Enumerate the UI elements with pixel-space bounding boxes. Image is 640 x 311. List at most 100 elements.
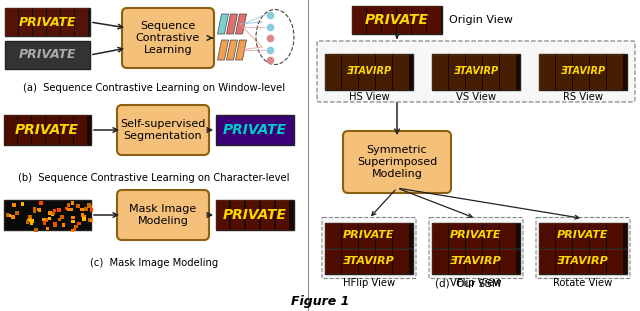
Bar: [5, 8, 18, 36]
Bar: [376, 53, 392, 90]
Bar: [352, 6, 366, 34]
Text: PRIVATE: PRIVATE: [15, 123, 79, 137]
Bar: [61, 8, 74, 36]
Text: Mask Image
Modeling: Mask Image Modeling: [129, 204, 196, 226]
Bar: [432, 222, 448, 248]
Text: ƎTAVIRP: ƎTAVIRP: [346, 67, 392, 77]
Polygon shape: [227, 40, 237, 60]
Bar: [70, 208, 74, 211]
Bar: [449, 222, 465, 248]
Text: ƎTAVIRP: ƎTAVIRP: [450, 256, 502, 266]
FancyBboxPatch shape: [122, 8, 214, 68]
Bar: [216, 200, 229, 230]
Bar: [71, 229, 74, 232]
Bar: [43, 221, 47, 225]
Bar: [352, 6, 442, 34]
Text: HFlip View: HFlip View: [343, 278, 395, 289]
Bar: [74, 115, 87, 145]
Bar: [71, 216, 75, 219]
Text: (b)  Sequence Contrastive Learning on Character-level: (b) Sequence Contrastive Learning on Cha…: [19, 173, 290, 183]
Text: ƎTAVIRP: ƎTAVIRP: [453, 67, 499, 77]
Polygon shape: [227, 14, 237, 34]
Text: Rotate View: Rotate View: [554, 278, 612, 289]
Bar: [466, 222, 482, 248]
Bar: [42, 218, 46, 221]
Bar: [65, 207, 68, 210]
Bar: [359, 248, 375, 273]
Bar: [73, 228, 76, 231]
Text: ƎTAVIRP: ƎTAVIRP: [561, 67, 605, 77]
Bar: [246, 200, 259, 230]
Bar: [33, 8, 46, 36]
Text: PRIVATE: PRIVATE: [343, 230, 395, 240]
Text: Symmetric
Superimposed
Modeling: Symmetric Superimposed Modeling: [357, 145, 437, 179]
Bar: [427, 6, 441, 34]
Bar: [47, 8, 60, 36]
Bar: [75, 8, 88, 36]
Bar: [88, 205, 92, 208]
Bar: [83, 215, 86, 219]
Text: VS View: VS View: [456, 91, 496, 101]
Text: Origin View: Origin View: [449, 15, 513, 25]
Bar: [37, 208, 41, 211]
FancyBboxPatch shape: [536, 217, 630, 278]
Bar: [58, 218, 61, 221]
FancyBboxPatch shape: [117, 190, 209, 240]
Bar: [30, 219, 34, 223]
Bar: [261, 200, 274, 230]
Bar: [590, 248, 606, 273]
Text: PRIVATE: PRIVATE: [223, 208, 287, 222]
Bar: [466, 248, 482, 273]
Bar: [325, 248, 341, 273]
Bar: [6, 213, 10, 217]
Polygon shape: [218, 14, 228, 34]
Bar: [53, 221, 57, 225]
Bar: [539, 248, 627, 273]
Bar: [70, 201, 74, 205]
Text: PRIVATE: PRIVATE: [19, 49, 76, 62]
Bar: [500, 222, 516, 248]
Text: PRIVATE: PRIVATE: [365, 13, 429, 27]
Text: VFlip View: VFlip View: [451, 278, 502, 289]
Bar: [573, 248, 589, 273]
Bar: [539, 53, 555, 90]
Bar: [367, 6, 381, 34]
Text: HS View: HS View: [349, 91, 389, 101]
Bar: [573, 222, 589, 248]
Text: Self-supervised
Segmentation: Self-supervised Segmentation: [120, 119, 205, 141]
Polygon shape: [218, 40, 228, 60]
Bar: [432, 248, 520, 273]
Bar: [393, 53, 409, 90]
Bar: [34, 228, 38, 232]
Bar: [60, 215, 64, 219]
Bar: [412, 6, 426, 34]
Bar: [397, 6, 411, 34]
Polygon shape: [236, 14, 246, 34]
Bar: [483, 248, 499, 273]
Bar: [82, 217, 86, 220]
Bar: [325, 248, 413, 273]
Bar: [325, 53, 341, 90]
Bar: [376, 222, 392, 248]
Bar: [590, 222, 606, 248]
Bar: [500, 53, 516, 90]
Bar: [53, 209, 56, 212]
Bar: [57, 208, 61, 212]
Bar: [449, 53, 465, 90]
Bar: [87, 203, 91, 207]
Bar: [231, 200, 244, 230]
FancyBboxPatch shape: [317, 41, 635, 102]
Bar: [432, 53, 448, 90]
Bar: [3, 200, 90, 230]
Text: (d)  Our SSM: (d) Our SSM: [435, 278, 500, 288]
Bar: [539, 222, 627, 248]
FancyBboxPatch shape: [429, 217, 523, 278]
Text: ƎTAVIRP: ƎTAVIRP: [343, 256, 395, 266]
Bar: [84, 207, 88, 211]
Bar: [62, 223, 65, 227]
Text: PRIVATE: PRIVATE: [557, 230, 609, 240]
Bar: [51, 212, 54, 216]
Bar: [81, 213, 84, 216]
Bar: [33, 207, 36, 211]
Text: PRIVATE: PRIVATE: [19, 16, 76, 29]
